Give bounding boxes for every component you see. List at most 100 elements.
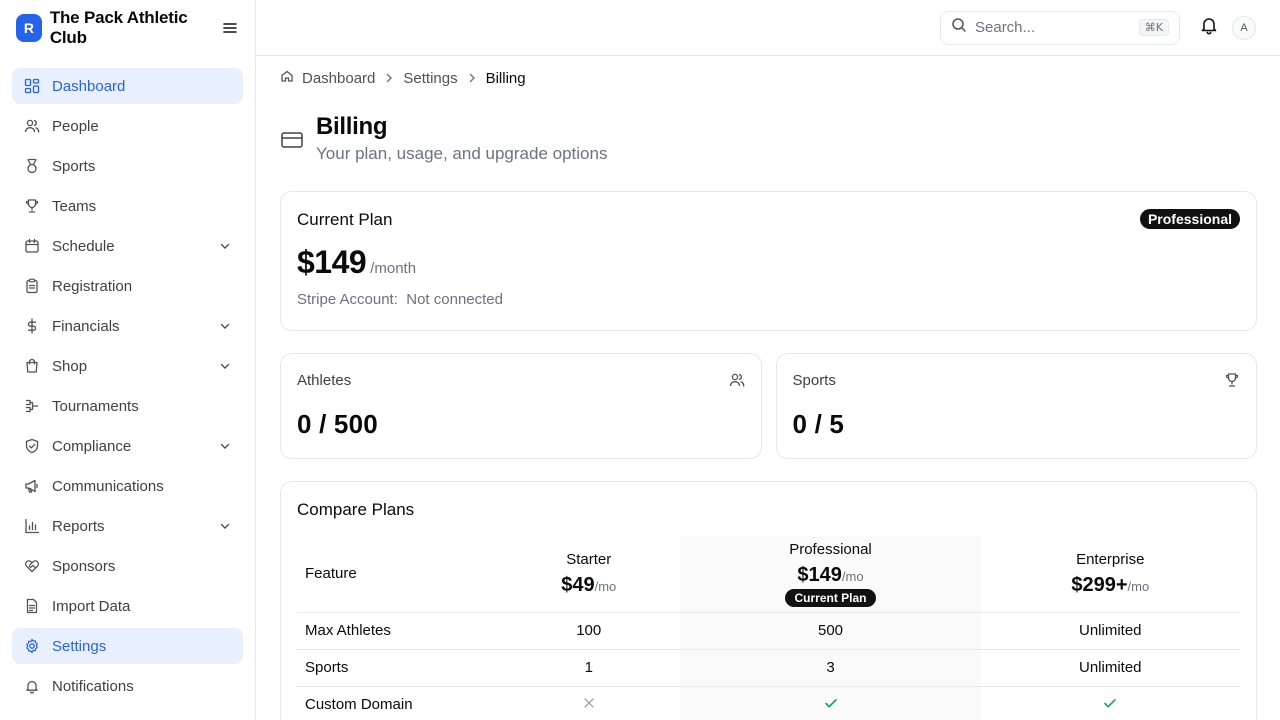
plan-header-professional: Professional $149/mo Current Plan bbox=[680, 536, 981, 612]
clipboard-icon bbox=[24, 278, 40, 294]
sidebar-item-registration[interactable]: Registration bbox=[12, 268, 243, 304]
sidebar-item-teams[interactable]: Teams bbox=[12, 188, 243, 224]
search-icon bbox=[951, 17, 967, 38]
sidebar-item-schedule[interactable]: Schedule bbox=[12, 228, 243, 264]
plan-name: Starter bbox=[566, 550, 612, 568]
breadcrumb: Dashboard Settings Billing bbox=[280, 56, 1257, 100]
trophy-icon bbox=[1224, 372, 1240, 393]
sidebar: R The Pack Athletic Club Dashboard People… bbox=[0, 0, 256, 720]
dollar-icon bbox=[24, 318, 40, 334]
brand-logo[interactable]: R bbox=[16, 14, 42, 42]
feature-cell: 1 bbox=[497, 648, 681, 686]
sidebar-item-shop[interactable]: Shop bbox=[12, 348, 243, 384]
current-plan-pill: Current Plan bbox=[785, 588, 876, 607]
stripe-account-status: Stripe Account: Not connected bbox=[297, 291, 1240, 308]
sidebar-item-people[interactable]: People bbox=[12, 108, 243, 144]
chevron-down-icon[interactable] bbox=[219, 240, 231, 252]
search-input[interactable]: Search... bbox=[975, 19, 1036, 36]
plan-price: $299+/mo bbox=[1071, 573, 1150, 596]
sidebar-item-sports[interactable]: Sports bbox=[12, 148, 243, 184]
handshake-icon bbox=[24, 558, 40, 574]
credit-card-icon bbox=[280, 128, 304, 152]
feature-name: Custom Domain bbox=[297, 685, 497, 720]
bell-icon bbox=[1199, 15, 1219, 40]
sidebar-item-label: Communications bbox=[52, 477, 164, 495]
page-subtitle: Your plan, usage, and upgrade options bbox=[316, 144, 608, 163]
sidebar-item-label: Dashboard bbox=[52, 77, 126, 95]
sidebar-item-reports[interactable]: Reports bbox=[12, 508, 243, 544]
bell-icon bbox=[24, 678, 40, 694]
plan-price-row: $149 /month bbox=[297, 244, 1240, 281]
search-shortcut: ⌘K bbox=[1138, 19, 1169, 36]
table-row: Sports 1 3 Unlimited bbox=[297, 648, 1240, 686]
athletes-stat-card: Athletes 0 / 500 bbox=[280, 353, 762, 459]
shopping-bag-icon bbox=[24, 358, 40, 374]
sidebar-item-notifications[interactable]: Notifications bbox=[12, 668, 243, 704]
sidebar-item-sponsors[interactable]: Sponsors bbox=[12, 548, 243, 584]
stat-label: Athletes bbox=[297, 372, 352, 389]
chevron-down-icon[interactable] bbox=[219, 360, 231, 372]
sidebar-item-label: Schedule bbox=[52, 237, 115, 255]
sidebar-item-label: Sports bbox=[52, 157, 96, 175]
feature-cell bbox=[680, 685, 981, 720]
megaphone-icon bbox=[24, 478, 40, 494]
breadcrumb-settings[interactable]: Settings bbox=[403, 69, 458, 87]
breadcrumb-dashboard[interactable]: Dashboard bbox=[302, 69, 376, 87]
sidebar-item-settings[interactable]: Settings bbox=[12, 628, 243, 664]
top-header: Search... ⌘K A bbox=[256, 0, 1280, 56]
plan-header-starter: Starter $49/mo bbox=[497, 536, 680, 612]
table-row: Custom Domain bbox=[297, 685, 1240, 720]
sidebar-item-compliance[interactable]: Compliance bbox=[12, 428, 243, 464]
sidebar-item-label: Financials bbox=[52, 317, 120, 335]
stat-value: 0 / 500 bbox=[297, 409, 378, 439]
sidebar-item-label: Settings bbox=[52, 637, 107, 655]
feature-cell: Unlimited bbox=[980, 611, 1240, 649]
shield-check-icon bbox=[24, 438, 40, 454]
sidebar-item-dashboard[interactable]: Dashboard bbox=[12, 68, 243, 104]
feature-name: Max Athletes bbox=[297, 611, 497, 649]
sidebar-item-import-data[interactable]: Import Data bbox=[12, 588, 243, 624]
file-import-icon bbox=[24, 598, 40, 614]
breadcrumb-current: Billing bbox=[485, 69, 526, 87]
dashboard-icon bbox=[24, 78, 40, 94]
users-icon bbox=[729, 372, 745, 393]
feature-cell bbox=[980, 685, 1240, 720]
sidebar-item-label: Notifications bbox=[52, 677, 134, 695]
feature-cell: Unlimited bbox=[980, 648, 1240, 686]
chevron-right-icon bbox=[383, 72, 395, 84]
stat-value: 0 / 5 bbox=[792, 409, 845, 439]
feature-cell: 100 bbox=[497, 611, 681, 649]
sidebar-item-label: Shop bbox=[52, 357, 88, 375]
feature-cell bbox=[497, 685, 681, 720]
sidebar-item-tournaments[interactable]: Tournaments bbox=[12, 388, 243, 424]
brand-bar: R The Pack Athletic Club bbox=[0, 0, 255, 56]
trophy-icon bbox=[24, 198, 40, 214]
chevron-down-icon[interactable] bbox=[219, 440, 231, 452]
user-avatar[interactable]: A bbox=[1232, 15, 1256, 40]
usage-stats: Athletes 0 / 500 Sports 0 / 5 bbox=[280, 353, 1257, 459]
feature-cell: 500 bbox=[680, 611, 981, 649]
sidebar-item-financials[interactable]: Financials bbox=[12, 308, 243, 344]
sidebar-item-label: Reports bbox=[52, 517, 105, 535]
gear-icon bbox=[24, 638, 40, 654]
feature-name: Sports bbox=[297, 648, 497, 686]
table-row: Max Athletes 100 500 Unlimited bbox=[297, 611, 1240, 649]
plan-period: /month bbox=[370, 260, 417, 277]
sidebar-item-label: Compliance bbox=[52, 437, 132, 455]
sidebar-item-communications[interactable]: Communications bbox=[12, 468, 243, 504]
notifications-button[interactable] bbox=[1192, 11, 1226, 45]
check-icon bbox=[823, 695, 839, 711]
bar-chart-icon bbox=[24, 518, 40, 534]
current-plan-card: Current Plan Professional $149 /month St… bbox=[280, 191, 1257, 331]
stripe-label: Stripe Account: bbox=[297, 291, 398, 308]
search-box[interactable]: Search... ⌘K bbox=[940, 10, 1180, 45]
compare-plans-title: Compare Plans bbox=[297, 500, 415, 519]
brand-name[interactable]: The Pack Athletic Club bbox=[49, 8, 188, 47]
chevron-down-icon[interactable] bbox=[219, 520, 231, 532]
hamburger-menu-icon[interactable] bbox=[223, 21, 237, 35]
plan-price: $149 bbox=[297, 244, 367, 280]
chevron-down-icon[interactable] bbox=[219, 320, 231, 332]
bracket-icon bbox=[24, 398, 40, 414]
plan-price: $49/mo bbox=[561, 573, 617, 596]
page-header: Billing Your plan, usage, and upgrade op… bbox=[280, 112, 1257, 182]
